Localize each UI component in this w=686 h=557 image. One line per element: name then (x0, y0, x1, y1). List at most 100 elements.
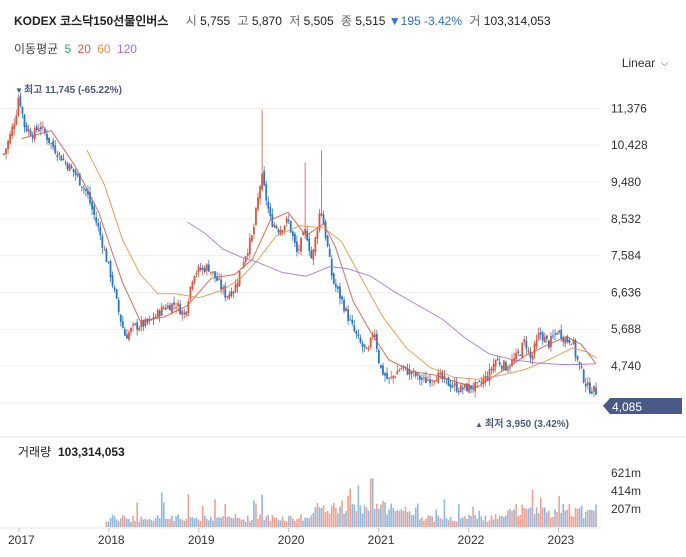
candle-body (39, 126, 42, 130)
candle-body (74, 170, 77, 175)
candle-body (267, 201, 270, 209)
candle-body (398, 369, 401, 372)
candle-body (82, 188, 85, 190)
candle-body (248, 238, 251, 255)
volume-bar (556, 511, 558, 527)
candle-body (332, 273, 335, 284)
volume-bar (437, 515, 440, 527)
candle-body (353, 325, 356, 331)
candle-body (183, 312, 186, 314)
candle-body (164, 307, 167, 310)
volume-label: 거 (469, 14, 481, 28)
volume-bar (339, 506, 341, 527)
chevron-down-icon: ⌵ (661, 58, 668, 68)
candle-body (447, 377, 450, 386)
volume-bar (322, 505, 325, 527)
volume-bar (558, 496, 560, 527)
volume-bar (568, 504, 571, 527)
candle-body (494, 360, 497, 367)
candle-body (175, 307, 177, 309)
candle-body (48, 137, 50, 143)
candle-body (463, 384, 466, 388)
candle-body (111, 275, 114, 286)
volume-bar (416, 503, 419, 527)
volume-bar (580, 505, 583, 527)
volume-bar (210, 516, 212, 527)
volume-bar (543, 507, 546, 527)
candle-body (109, 261, 112, 278)
candle-body (199, 267, 202, 270)
candle-body (400, 368, 403, 370)
candle-body (562, 337, 565, 342)
candle-body (21, 107, 24, 114)
volume-bar (373, 508, 376, 527)
x-tick-label: 2019 (188, 533, 215, 547)
volume-bar (216, 517, 218, 527)
candle-body (382, 365, 384, 375)
candle-body (289, 220, 292, 233)
candle-body (320, 213, 323, 216)
candle-body (253, 226, 255, 235)
volume-bar (226, 516, 229, 527)
volume-bar (357, 485, 360, 527)
candle-body (76, 174, 79, 176)
candle-body (564, 338, 567, 344)
candle-body (570, 343, 573, 345)
candle-body (246, 253, 249, 256)
volume-bar (462, 517, 464, 527)
volume-tick-label: 621m (611, 466, 641, 480)
candle-body (308, 238, 311, 251)
candle-body (566, 335, 569, 342)
candle-body (54, 145, 57, 154)
volume-bar (505, 515, 507, 527)
candle-body (212, 271, 214, 273)
current-price-badge: 4,085 (603, 398, 682, 414)
volume-bar (224, 503, 227, 527)
candle-body (334, 284, 337, 288)
candle-body (318, 213, 321, 231)
candle-body (97, 223, 100, 227)
candle-body (461, 387, 464, 390)
volume-bar (318, 507, 321, 527)
volume-bar (154, 517, 157, 527)
volume-bar (531, 489, 534, 527)
candle-body (576, 356, 579, 360)
y-tick-label: 6,636 (611, 285, 641, 299)
candle-body (52, 141, 55, 148)
candle-body (128, 332, 130, 340)
volume-bar (208, 520, 210, 527)
moving-average-legend[interactable]: 이동평균 5 20 60 120 (14, 40, 140, 57)
candle-body (521, 342, 524, 358)
volume-bar (212, 520, 214, 527)
volume-bar (152, 520, 155, 527)
candle-body (236, 283, 239, 288)
volume-bar (253, 500, 255, 527)
y-tick-label: 5,688 (611, 322, 641, 336)
volume-bar (205, 518, 208, 527)
y-tick-label: 7,584 (611, 249, 641, 263)
volume-axis: 621m 414m 207m (611, 466, 641, 516)
candle-body (484, 375, 487, 382)
volume-bar (353, 504, 356, 527)
volume-bar (267, 515, 270, 527)
candle-body (25, 124, 28, 132)
volume-bar (390, 503, 392, 527)
candle-body (72, 168, 75, 173)
scale-dropdown[interactable]: Linear ⌵ (622, 56, 668, 70)
volume-bar (171, 515, 173, 527)
volume-bar (500, 515, 503, 527)
low-value: 5,505 (303, 14, 334, 28)
volume-bar (148, 518, 151, 527)
y-tick-label: 4,740 (611, 359, 641, 373)
volume-bar (511, 510, 513, 527)
volume-bar (400, 509, 403, 527)
volume-bar (181, 519, 184, 527)
candle-body (392, 375, 395, 379)
ma-5-label: 5 (64, 42, 72, 56)
candle-body (160, 306, 163, 316)
candle-body (427, 379, 429, 381)
candle-body (523, 339, 526, 342)
candle-body (244, 256, 247, 263)
candle-body (119, 314, 122, 322)
